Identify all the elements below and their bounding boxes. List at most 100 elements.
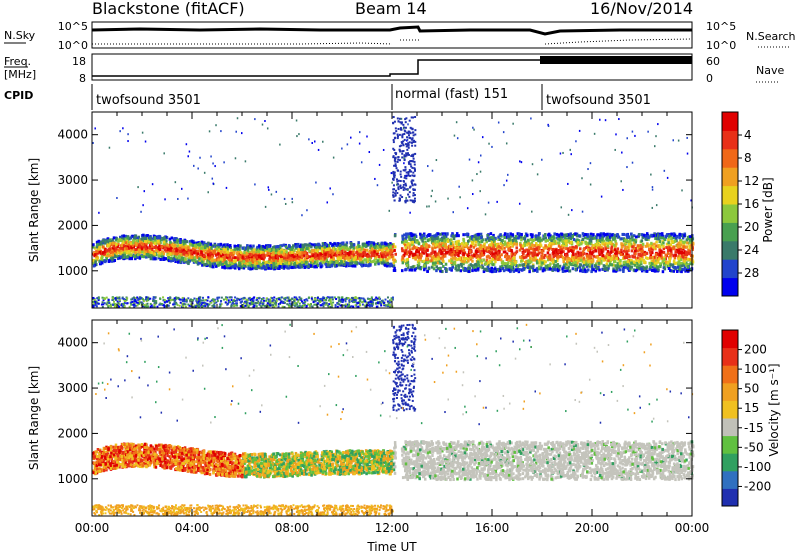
scatter-pixel [527,249,530,253]
scatter-pixel [485,246,489,250]
scatter-pixel [602,234,606,238]
scatter-pixel [690,241,693,245]
scatter-pixel [682,255,685,259]
scatter-pixel [125,251,128,255]
scatter-pixel [336,257,340,261]
scatter-pixel [308,259,312,263]
scatter-pixel [430,251,433,255]
scatter-pixel [225,266,228,270]
scatter-pixel [330,255,333,259]
scatter-pixel [300,259,304,263]
scatter-pixel [561,256,565,260]
scatter-pixel [533,251,537,255]
scatter-pixel [360,253,363,257]
scatter-pixel [262,259,266,263]
scatter-pixel [213,243,217,247]
scatter-pixel [637,252,640,256]
scatter-pixel [685,238,689,242]
scatter-pixel [422,259,426,263]
scatter-pixel [574,264,577,268]
scatter-pixel [414,233,417,237]
scatter-pixel [641,245,644,249]
scatter-pixel [585,254,589,258]
scatter-pixel [616,233,619,237]
scatter-pixel [354,261,357,265]
scatter-pixel [512,256,516,260]
scatter-pixel [431,247,434,251]
scatter-pixel [518,268,521,272]
scatter-pixel [463,269,466,273]
scatter-pixel [454,240,458,244]
scatter-pixel [320,245,324,249]
scatter-pixel [615,266,618,270]
scatter-pixel [166,247,169,251]
scatter-pixel [127,253,130,257]
scatter-pixel [688,252,691,256]
scatter-pixel [500,234,503,238]
scatter-pixel [610,245,614,249]
scatter-pixel [328,250,332,254]
scatter-pixel [140,247,144,251]
scatter-pixel [486,233,489,237]
scatter-pixel [365,241,369,245]
scatter-pixel [532,264,535,268]
scatter-pixel [626,236,629,240]
scatter-pixel [678,236,681,240]
scatter-pixel [503,240,507,244]
scatter-pixel [381,258,385,262]
scatter-pixel [210,255,214,259]
scatter-pixel [305,259,308,263]
scatter-pixel [669,263,672,267]
scatter-pixel [648,267,652,271]
scatter-pixel [144,236,147,240]
scatter-pixel [401,234,404,238]
scatter-pixel [227,245,231,249]
scatter-pixel [576,238,579,242]
scatter-pixel [457,264,460,268]
scatter-pixel [436,267,440,271]
scatter-pixel [608,232,612,236]
scatter-pixel [263,266,266,270]
scatter-pixel [401,240,404,244]
scatter-pixel [284,245,288,249]
scatter-pixel [589,232,593,236]
scatter-pixel [469,248,473,252]
scatter-pixel [245,258,249,262]
scatter-pixel [156,239,160,243]
scatter-pixel [626,267,630,271]
scatter-pixel [120,248,123,252]
scatter-pixel [551,261,555,265]
scatter-pixel [594,249,598,253]
scatter-pixel [182,256,185,260]
cpid-segment-2: normal (fast) 151 [395,87,508,102]
scatter-pixel [257,264,260,268]
scatter-pixel [139,250,143,254]
scatter-pixel [634,269,637,273]
scatter-pixel [646,244,650,248]
scatter-pixel [119,235,122,239]
scatter-pixel [176,244,179,248]
scatter-pixel [626,260,630,264]
scatter-pixel [584,270,587,274]
scatter-pixel [487,238,491,242]
scatter-pixel [657,253,660,257]
scatter-pixel [622,261,626,265]
scatter-pixel [285,250,288,254]
scatter-pixel [675,239,678,243]
scatter-pixel [680,268,684,272]
scatter-pixel [101,245,105,249]
scatter-pixel [236,247,240,251]
scatter-pixel [632,240,636,244]
scatter-pixel [539,244,543,248]
scatter-pixel [376,259,380,263]
scatter-pixel [434,255,437,259]
scatter-pixel [529,238,533,242]
scatter-pixel [338,263,341,267]
scatter-pixel [500,261,504,265]
scatter-pixel [389,242,392,246]
scatter-pixel [562,260,565,264]
scatter-pixel [579,263,583,267]
scatter-pixel [666,261,670,265]
scatter-pixel [170,246,173,250]
scatter-pixel [648,247,651,251]
